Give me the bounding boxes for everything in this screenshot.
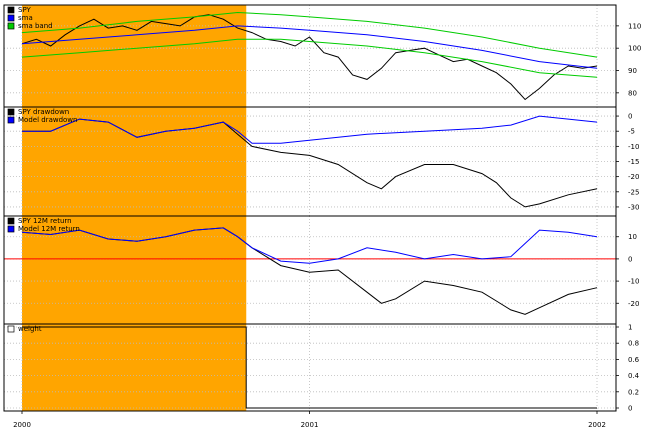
y-tick-label: 90 <box>628 67 637 75</box>
y-tick-label: 0 <box>628 113 632 121</box>
y-tick-label: 80 <box>628 89 637 97</box>
y-tick-label: -25 <box>628 188 639 196</box>
y-tick-label: -30 <box>628 203 639 211</box>
panel-frame <box>3 323 617 412</box>
y-tick-label: -15 <box>628 158 639 166</box>
series-weight <box>22 326 597 409</box>
series-sma-band-upper <box>21 11 598 58</box>
legend-entry: sma <box>18 14 33 22</box>
legend-swatch <box>7 22 15 30</box>
series-sma <box>21 25 598 69</box>
y-tick-label: 10 <box>628 233 637 241</box>
legend-entry: SPY <box>18 6 32 14</box>
y-tick-label: 0.2 <box>628 388 639 396</box>
legend-entry: sma band <box>18 22 53 30</box>
series-model-12m-return <box>21 227 598 264</box>
y-tick-label: 110 <box>628 22 641 30</box>
y-tick-label: -20 <box>628 173 639 181</box>
y-tick-label: 0 <box>628 405 632 413</box>
shade-region <box>22 5 247 107</box>
series-model-drawdown <box>22 115 598 144</box>
x-tick-label: 2001 <box>301 421 319 429</box>
y-tick-label: 1 <box>628 324 632 332</box>
y-tick-label: -10 <box>628 143 639 151</box>
legend-swatch <box>7 14 15 22</box>
legend-entry: Model 12M return <box>18 225 80 233</box>
series-spy <box>21 14 598 101</box>
legend-swatch <box>7 116 15 124</box>
legend-swatch <box>7 6 15 14</box>
y-tick-label: 100 <box>628 45 641 53</box>
legend-entry: Model drawdown <box>18 116 77 124</box>
x-tick-label: 2000 <box>13 421 31 429</box>
shade-region <box>22 324 247 411</box>
shade-region <box>22 216 247 324</box>
y-tick-label: -5 <box>628 128 635 136</box>
y-tick-label: 0 <box>628 255 632 263</box>
legend-entry: SPY drawdown <box>18 108 69 116</box>
x-tick-label: 2002 <box>588 421 606 429</box>
legend-swatch <box>7 225 15 233</box>
y-tick-label: -20 <box>628 300 639 308</box>
legend-entry: SPY 12M return <box>18 217 72 225</box>
y-tick-label: 0.4 <box>628 372 640 380</box>
legend-swatch <box>7 217 15 225</box>
series-sma-band-lower <box>21 38 598 78</box>
y-tick-label: 0.8 <box>628 340 639 348</box>
y-tick-label: 0.6 <box>628 356 640 364</box>
panel-weight: 0 0.2 0.4 0.6 0.8 1 weight <box>3 323 640 413</box>
legend-swatch <box>7 325 15 333</box>
legend-swatch <box>7 108 15 116</box>
x-axis: 2000 2001 2002 <box>13 411 606 429</box>
legend-entry: weight <box>18 325 42 333</box>
y-tick-label: -10 <box>628 278 639 286</box>
